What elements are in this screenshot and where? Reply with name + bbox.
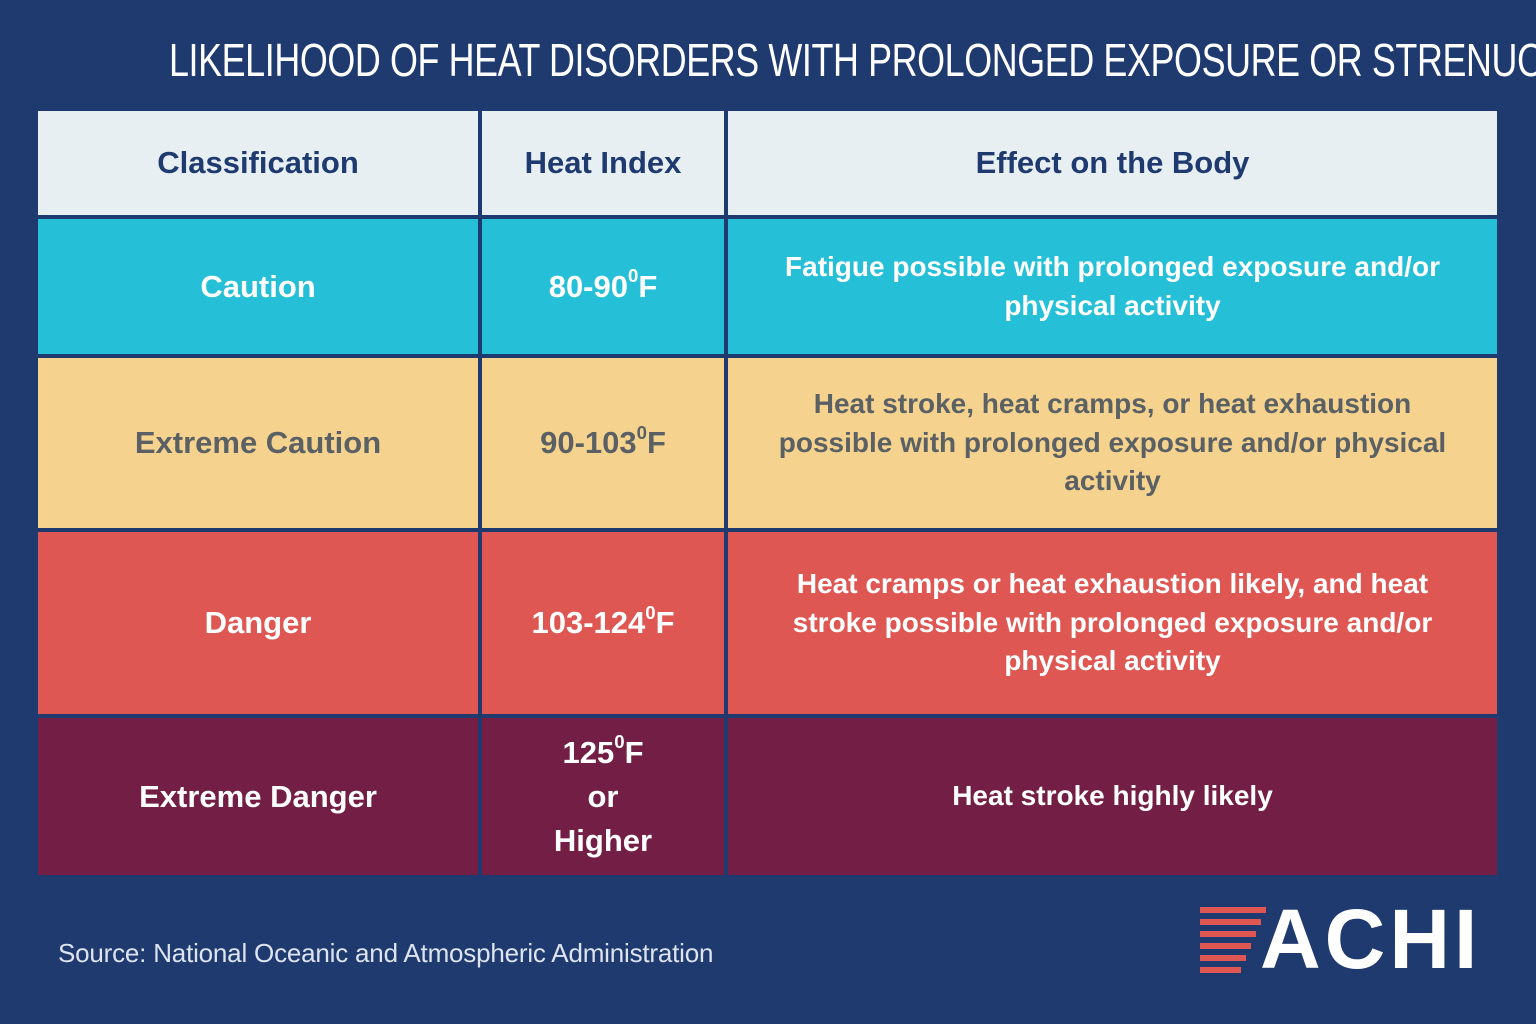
table-row-danger-heat-index: 103-1240F xyxy=(482,532,724,714)
table-row-danger-classification: Danger xyxy=(38,532,478,714)
achi-logo: ACHI xyxy=(1200,892,1482,986)
logo-stripes-icon xyxy=(1200,907,1266,973)
heat-index-unit: F xyxy=(638,268,658,304)
column-header-heat-index: Heat Index xyxy=(482,111,724,215)
heat-index-table: Classification Heat Index Effect on the … xyxy=(38,111,1498,875)
table-row-caution-heat-index: 80-900F xyxy=(482,219,724,354)
table-row-caution-effect: Fatigue possible with prolonged exposure… xyxy=(728,219,1497,354)
table-row-extreme-danger-heat-index: 1250F or Higher xyxy=(482,718,724,875)
source-citation: Source: National Oceanic and Atmospheric… xyxy=(58,938,714,968)
heat-index-range: 103-124 xyxy=(531,605,646,640)
heat-index-range: 80-90 xyxy=(548,268,628,304)
table-row-extreme-caution-effect: Heat stroke, heat cramps, or heat exhaus… xyxy=(728,358,1497,528)
heat-index-range: 125 xyxy=(562,734,615,770)
degree-symbol: 0 xyxy=(636,421,647,443)
logo-text: ACHI xyxy=(1260,892,1482,986)
heat-index-unit: F xyxy=(655,605,675,640)
table-row-caution-classification: Caution xyxy=(38,219,478,354)
heat-index-unit: F xyxy=(646,425,666,460)
table-row-extreme-caution-classification: Extreme Caution xyxy=(38,358,478,528)
degree-symbol: 0 xyxy=(645,601,656,623)
table-row-danger-effect: Heat cramps or heat exhaustion likely, a… xyxy=(728,532,1497,714)
column-header-effect: Effect on the Body xyxy=(728,111,1497,215)
table-row-extreme-danger-effect: Heat stroke highly likely xyxy=(728,718,1497,875)
heat-index-suffix: or Higher xyxy=(553,778,653,858)
heat-index-unit: F xyxy=(624,734,644,770)
degree-symbol: 0 xyxy=(628,265,639,287)
heat-index-range: 90-103 xyxy=(540,425,637,460)
column-header-classification: Classification xyxy=(38,111,478,215)
table-row-extreme-danger-classification: Extreme Danger xyxy=(38,718,478,875)
table-row-extreme-caution-heat-index: 90-1030F xyxy=(482,358,724,528)
degree-symbol: 0 xyxy=(614,731,625,753)
page-title: LIKELIHOOD OF HEAT DISORDERS WITH PROLON… xyxy=(168,34,1536,86)
